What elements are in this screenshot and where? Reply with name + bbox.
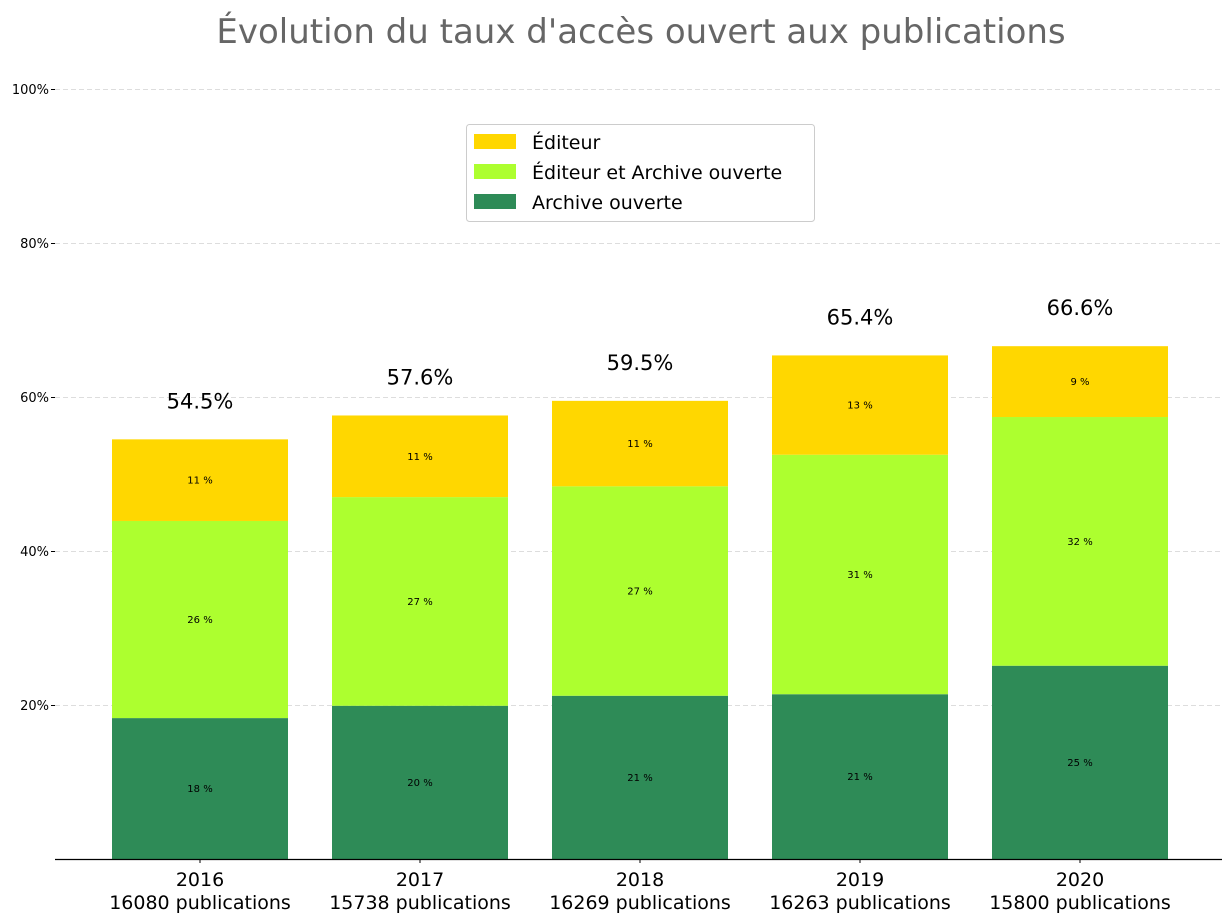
x-tick-label: 2018 xyxy=(616,869,664,891)
x-tick-sublabel: 16269 publications xyxy=(549,892,731,914)
legend-frame xyxy=(466,124,815,222)
segment-label: 11 % xyxy=(187,476,212,487)
segment-label: 27 % xyxy=(627,587,652,598)
bars: 18 % 26 % 11 % 54.5% 20 % 27 % 11 % 57.6% 21 % 27… xyxy=(112,296,1168,859)
bar-segment xyxy=(112,439,288,521)
bar-segment xyxy=(992,665,1168,859)
legend-label-archive: Archive ouverte xyxy=(532,192,683,214)
legend: Éditeur Éditeur et Archive ouverte Archi… xyxy=(466,124,815,222)
bar-segment xyxy=(112,718,288,859)
chart-title: Évolution du taux d'accès ouvert aux pub… xyxy=(216,11,1065,52)
x-tick-sublabel: 16263 publications xyxy=(769,892,951,914)
y-axis: 20% 40% 60% 80% 100% xyxy=(12,83,55,714)
legend-swatch-archive xyxy=(474,194,516,209)
legend-swatch-editeur-archive xyxy=(474,164,516,179)
total-label: 59.5% xyxy=(607,351,674,375)
bar-segment xyxy=(992,417,1168,666)
total-label: 57.6% xyxy=(387,365,454,389)
bar-stack-2017: 20 % 27 % 11 % 57.6% xyxy=(332,365,508,859)
bar-segment xyxy=(552,695,728,859)
segment-label: 27 % xyxy=(407,597,432,608)
x-tick-label: 2020 xyxy=(1056,869,1104,891)
bar-segment xyxy=(332,705,508,859)
segment-label: 9 % xyxy=(1070,377,1089,388)
segment-label: 18 % xyxy=(187,784,212,795)
bar-stack-2020: 25 % 32 % 9 % 66.6% xyxy=(992,296,1168,859)
x-tick-sublabel: 15738 publications xyxy=(329,892,511,914)
bar-segment xyxy=(772,694,948,859)
x-tick-label: 2019 xyxy=(836,869,884,891)
legend-swatch-editeur xyxy=(474,134,516,149)
segment-label: 21 % xyxy=(847,772,872,783)
bar-stack-2019: 21 % 31 % 13 % 65.4% xyxy=(772,305,948,859)
legend-label-editeur-archive: Éditeur et Archive ouverte xyxy=(532,161,782,184)
x-tick-sublabel: 15800 publications xyxy=(989,892,1171,914)
segment-label: 31 % xyxy=(847,570,872,581)
y-tick-label: 20% xyxy=(20,699,49,714)
bar-segment xyxy=(552,486,728,696)
legend-label-editeur: Éditeur xyxy=(532,131,601,154)
segment-label: 20 % xyxy=(407,778,432,789)
x-tick-label: 2016 xyxy=(176,869,224,891)
bar-stack-2016: 18 % 26 % 11 % 54.5% xyxy=(112,389,288,859)
bar-segment xyxy=(112,520,288,719)
bar-segment xyxy=(772,454,948,695)
segment-label: 32 % xyxy=(1067,537,1092,548)
total-label: 54.5% xyxy=(167,389,234,413)
segment-label: 25 % xyxy=(1067,758,1092,769)
segment-label: 11 % xyxy=(407,452,432,463)
segment-label: 11 % xyxy=(627,439,652,450)
bar-segment xyxy=(772,355,948,455)
x-tick-sublabel: 16080 publications xyxy=(109,892,291,914)
bar-segment xyxy=(552,400,728,487)
total-label: 66.6% xyxy=(1047,296,1114,320)
bar-segment xyxy=(332,497,508,706)
bar-segment xyxy=(992,346,1168,418)
segment-label: 21 % xyxy=(627,773,652,784)
bar-segment xyxy=(332,415,508,498)
segment-label: 13 % xyxy=(847,401,872,412)
segment-label: 26 % xyxy=(187,615,212,626)
y-tick-label: 100% xyxy=(12,83,49,98)
bar-stack-2018: 21 % 27 % 11 % 59.5% xyxy=(552,351,728,859)
y-tick-label: 60% xyxy=(20,391,49,406)
y-tick-label: 80% xyxy=(20,237,49,252)
x-tick-label: 2017 xyxy=(396,869,444,891)
y-tick-label: 40% xyxy=(20,545,49,560)
total-label: 65.4% xyxy=(827,305,894,329)
